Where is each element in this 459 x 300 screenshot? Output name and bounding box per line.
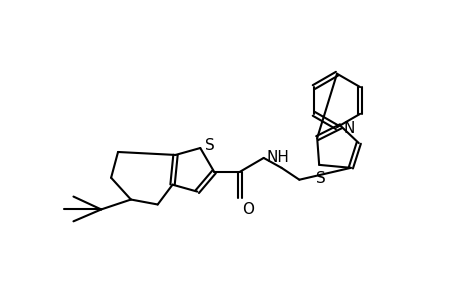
Text: S: S bbox=[316, 171, 325, 186]
Text: S: S bbox=[205, 137, 214, 152]
Text: NH: NH bbox=[266, 150, 289, 165]
Text: O: O bbox=[241, 202, 253, 217]
Text: N: N bbox=[343, 121, 354, 136]
